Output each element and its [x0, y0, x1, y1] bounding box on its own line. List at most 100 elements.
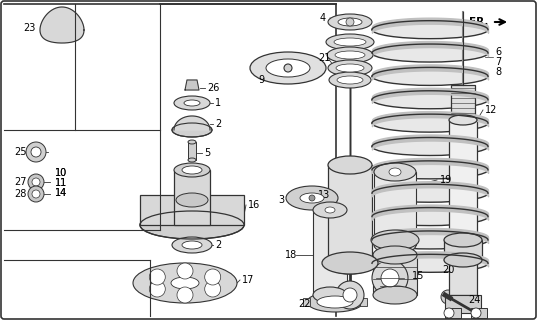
- Circle shape: [441, 290, 455, 304]
- Ellipse shape: [182, 166, 202, 174]
- Circle shape: [284, 64, 292, 72]
- Bar: [449, 260, 477, 295]
- Ellipse shape: [327, 47, 373, 63]
- Ellipse shape: [372, 114, 488, 132]
- Text: FR.: FR.: [469, 17, 488, 27]
- Text: 11: 11: [55, 178, 67, 188]
- Ellipse shape: [372, 68, 488, 85]
- Bar: [373, 255, 417, 295]
- Ellipse shape: [171, 277, 199, 289]
- Ellipse shape: [182, 241, 202, 249]
- Ellipse shape: [449, 235, 477, 245]
- Ellipse shape: [334, 38, 366, 46]
- Bar: [471, 308, 487, 318]
- Ellipse shape: [373, 286, 417, 304]
- Text: 11: 11: [55, 178, 67, 188]
- Ellipse shape: [300, 193, 324, 203]
- Ellipse shape: [336, 64, 364, 72]
- Bar: [328, 165, 372, 265]
- Polygon shape: [40, 7, 84, 43]
- Text: 26: 26: [207, 83, 220, 93]
- Text: 10: 10: [55, 168, 67, 178]
- Circle shape: [177, 263, 193, 279]
- Circle shape: [149, 281, 165, 297]
- Circle shape: [26, 142, 46, 162]
- Ellipse shape: [174, 163, 210, 177]
- Ellipse shape: [328, 60, 372, 76]
- Ellipse shape: [374, 163, 416, 181]
- Ellipse shape: [328, 256, 372, 274]
- Bar: [449, 120, 477, 240]
- Text: 9: 9: [258, 75, 264, 85]
- Ellipse shape: [307, 292, 363, 312]
- Ellipse shape: [172, 237, 212, 253]
- Circle shape: [28, 186, 44, 202]
- Circle shape: [149, 269, 165, 285]
- Ellipse shape: [313, 202, 347, 218]
- Ellipse shape: [322, 252, 378, 274]
- Ellipse shape: [372, 254, 488, 272]
- Circle shape: [32, 190, 40, 198]
- Ellipse shape: [329, 72, 371, 88]
- Ellipse shape: [326, 34, 374, 50]
- Text: 12: 12: [485, 105, 497, 115]
- Ellipse shape: [338, 18, 362, 26]
- Circle shape: [346, 18, 354, 26]
- Ellipse shape: [174, 96, 210, 110]
- Bar: [445, 295, 481, 313]
- Text: 15: 15: [412, 271, 424, 281]
- Text: 24: 24: [468, 295, 481, 305]
- Ellipse shape: [140, 211, 244, 239]
- Text: 4: 4: [320, 13, 326, 23]
- Circle shape: [343, 288, 357, 302]
- Ellipse shape: [372, 21, 488, 39]
- Text: 14: 14: [55, 188, 67, 198]
- Ellipse shape: [444, 233, 482, 247]
- Bar: [140, 195, 244, 225]
- Circle shape: [205, 269, 221, 285]
- Text: 23: 23: [23, 23, 35, 33]
- Circle shape: [336, 281, 364, 309]
- Text: 8: 8: [495, 67, 501, 77]
- Text: 20: 20: [442, 265, 454, 275]
- Text: 14: 14: [55, 188, 67, 198]
- Text: 18: 18: [285, 250, 297, 260]
- Text: 28: 28: [14, 189, 26, 199]
- Ellipse shape: [389, 168, 401, 176]
- Text: 10: 10: [55, 168, 67, 178]
- Bar: [374, 172, 416, 245]
- Bar: [174, 170, 210, 225]
- Ellipse shape: [250, 52, 326, 84]
- Bar: [188, 142, 196, 160]
- Ellipse shape: [372, 138, 488, 156]
- Ellipse shape: [188, 158, 196, 162]
- Ellipse shape: [188, 140, 196, 144]
- Text: 3: 3: [278, 195, 284, 205]
- Circle shape: [372, 260, 408, 296]
- Text: 6: 6: [495, 47, 501, 57]
- Circle shape: [205, 281, 221, 297]
- Text: 27: 27: [14, 177, 26, 187]
- Ellipse shape: [328, 156, 372, 174]
- Bar: [445, 308, 461, 318]
- Circle shape: [32, 178, 40, 186]
- Ellipse shape: [444, 253, 482, 267]
- Ellipse shape: [335, 51, 365, 59]
- Text: 19: 19: [440, 175, 452, 185]
- Ellipse shape: [372, 184, 488, 202]
- Ellipse shape: [325, 207, 335, 213]
- Ellipse shape: [317, 296, 353, 308]
- Circle shape: [444, 308, 454, 318]
- Text: 1: 1: [215, 98, 221, 108]
- Ellipse shape: [133, 263, 237, 303]
- Circle shape: [309, 195, 315, 201]
- Text: 7: 7: [495, 57, 501, 67]
- Ellipse shape: [449, 115, 477, 125]
- Ellipse shape: [372, 208, 488, 226]
- Ellipse shape: [372, 231, 488, 249]
- Ellipse shape: [328, 14, 372, 30]
- Text: 25: 25: [14, 147, 26, 157]
- Circle shape: [31, 147, 41, 157]
- Text: 21: 21: [318, 53, 330, 63]
- Text: 16: 16: [248, 200, 260, 210]
